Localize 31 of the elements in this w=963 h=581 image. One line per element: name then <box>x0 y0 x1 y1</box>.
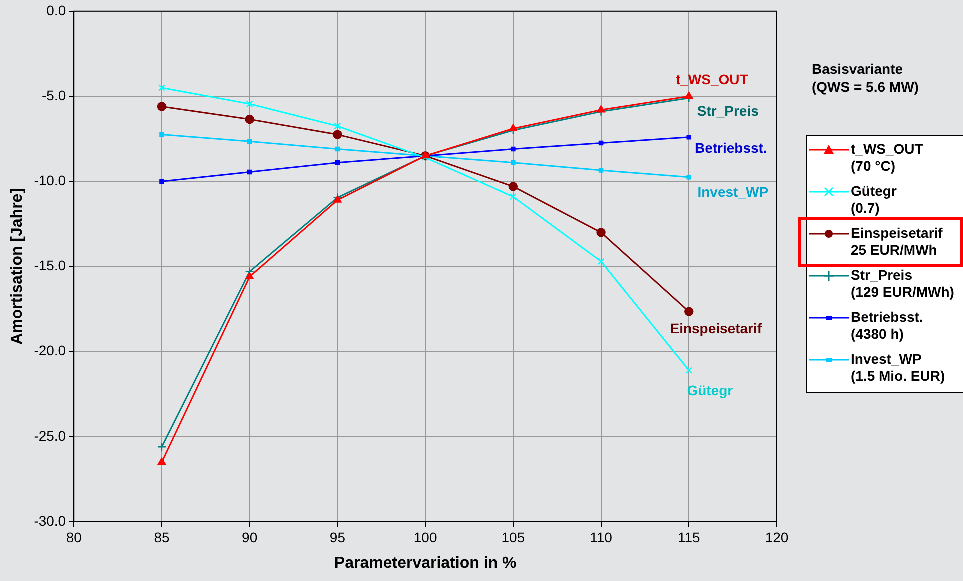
x-tick-label: 100 <box>414 529 438 546</box>
legend-label: Invest_WP (1.5 Mio. EUR) <box>851 351 946 385</box>
y-tick-label: -20.0 <box>34 342 66 359</box>
x-tick-label: 80 <box>66 529 82 546</box>
x-tick-label: 110 <box>590 529 613 546</box>
x-tick-label: 120 <box>765 529 789 546</box>
annotation: Gütegr <box>687 382 734 398</box>
y-tick-label: -25.0 <box>34 428 66 444</box>
x-tick-label: 105 <box>502 529 526 546</box>
y-tick-label: -10.0 <box>34 172 66 188</box>
y-tick-label: -5.0 <box>42 87 66 104</box>
x-tick-label: 115 <box>678 529 701 546</box>
legend-label: Gütegr (0.7) <box>851 183 897 217</box>
annotation: Betriebsst. <box>694 140 768 156</box>
legend-label: t_WS_OUT (70 °C) <box>851 141 924 175</box>
x-tick-label: 85 <box>154 529 170 546</box>
text: Basisvariante (QWS = 5.6 MW) <box>812 60 919 96</box>
y-tick-label: 0.0 <box>46 2 66 18</box>
legend-label: Str_Preis (129 EUR/MWh) <box>851 267 954 301</box>
x-tick-label: 90 <box>242 529 258 546</box>
annotation: Invest_WP <box>698 184 769 200</box>
y-axis-title: Amortisation [Jahre] <box>9 188 26 345</box>
y-tick-label: -30.0 <box>34 512 66 529</box>
legend-label: Einspeisetarif 25 EUR/MWh <box>851 225 943 259</box>
annotation: Einspeisetarif <box>670 320 762 337</box>
annotation: Str_Preis <box>697 103 760 120</box>
legend-label: Betriebsst. (4380 h) <box>851 309 924 343</box>
y-tick-label: -15.0 <box>34 258 66 274</box>
x-tick-label: 95 <box>330 529 346 546</box>
x-axis-title: Parametervariation in % <box>334 554 517 572</box>
annotation: t_WS_OUT <box>676 71 749 88</box>
